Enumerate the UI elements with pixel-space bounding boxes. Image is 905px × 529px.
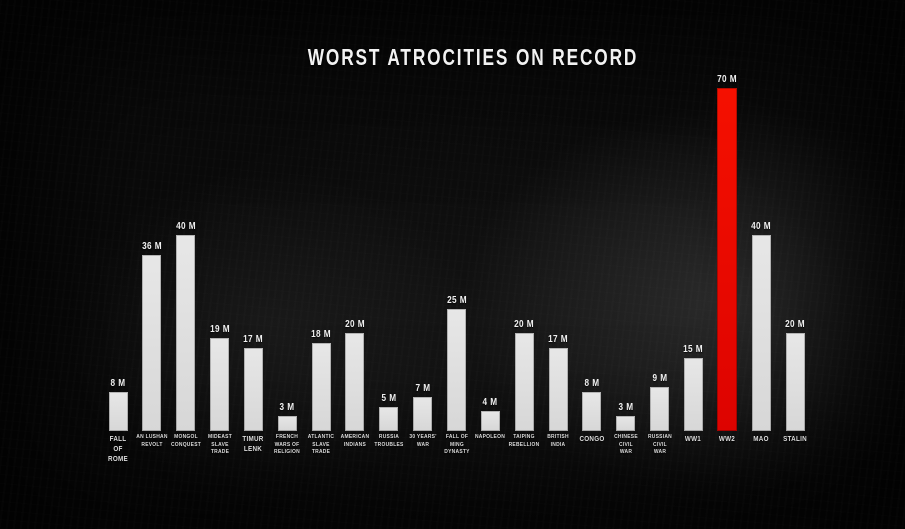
bar-category-label-russian-civil-war: RUSSIAN CIVIL WAR <box>647 434 672 456</box>
bar-value-label-russian-civil-war: 9 M <box>652 372 668 384</box>
bar-ww1 <box>683 357 703 431</box>
bar-russian-civil-war <box>650 386 670 431</box>
bar-value-label-american-indians: 20 M <box>345 319 365 330</box>
bar-value-label-chinese-civil-war: 3 M <box>618 402 634 414</box>
bar-chinese-civil-war <box>616 416 636 431</box>
bar-value-label-mideast-slave-trade: 19 M <box>209 323 230 335</box>
bar-value-label-french-wars-of-religion: 3 M <box>279 402 295 414</box>
bar-category-label-fall-of-ming-dynasty: FALL OF MING DYNASTY <box>443 434 470 456</box>
bar-stalin <box>785 333 805 431</box>
chart-title: WORST ATROCITIES ON RECORD <box>307 44 639 70</box>
bar-value-label-ww1: 15 M <box>683 343 704 355</box>
bar-category-label-congo: CONGO <box>579 434 605 443</box>
bar-category-label-30-years-war: 30 YEARS' WAR <box>408 434 437 448</box>
bar-category-label-mongol-conquest: MONGOL CONQUEST <box>170 434 201 448</box>
bar-fall-of-ming-dynasty <box>447 308 466 431</box>
bar-french-wars-of-religion <box>277 416 297 431</box>
bar-fall-of-rome <box>108 391 128 431</box>
bar-category-label-british-india: BRITISH INDIA <box>547 434 569 448</box>
bar-category-label-american-indians: AMERICAN INDIANS <box>340 434 370 448</box>
bar-category-label-atlantic-slave-trade: ATLANTIC SLAVE TRADE <box>307 434 335 456</box>
bar-ww2 <box>717 88 738 431</box>
bar-value-label-russia-troubles: 5 M <box>381 392 397 404</box>
bar-an-lushan-revolt <box>142 254 162 431</box>
bar-category-label-fall-of-rome: FALL OF ROME <box>108 434 128 463</box>
bar-value-label-an-lushan-revolt: 36 M <box>141 240 162 252</box>
bar-category-label-french-wars-of-religion: FRENCH WARS OF RELIGION <box>274 434 301 456</box>
bar-value-label-30-years-war: 7 M <box>415 382 431 394</box>
bar-value-label-timur-lenk: 17 M <box>243 333 264 345</box>
bar-mongol-conquest <box>176 235 196 431</box>
bar-british-india <box>548 347 568 431</box>
bar-mao <box>751 235 771 431</box>
bar-value-label-atlantic-slave-trade: 18 M <box>311 328 332 340</box>
bar-30-years-war <box>413 396 433 431</box>
bar-category-label-an-lushan-revolt: AN LUSHAN REVOLT <box>136 434 168 448</box>
bar-category-label-taiping-rebellion: TAIPING REBELLION <box>508 434 540 448</box>
bar-timur-lenk <box>243 347 263 431</box>
bar-category-label-mao: MAO <box>753 434 769 443</box>
bar-value-label-stalin: 20 M <box>785 319 805 330</box>
bar-napoleon <box>480 411 500 431</box>
bar-mideast-slave-trade <box>210 337 230 431</box>
bar-value-label-ww2: 70 M <box>717 74 738 85</box>
bar-value-label-congo: 8 M <box>584 377 600 389</box>
bar-taiping-rebellion <box>514 333 534 431</box>
bar-value-label-fall-of-ming-dynasty: 25 M <box>446 294 467 306</box>
bar-category-label-mideast-slave-trade: MIDEAST SLAVE TRADE <box>207 434 232 456</box>
bar-value-label-british-india: 17 M <box>548 333 568 345</box>
bar-category-label-ww2: WW2 <box>719 434 736 443</box>
bar-american-indians <box>345 333 365 431</box>
bar-category-label-chinese-civil-war: CHINESE CIVIL WAR <box>613 434 638 456</box>
bar-value-label-mongol-conquest: 40 M <box>175 221 196 232</box>
bar-value-label-taiping-rebellion: 20 M <box>514 319 535 330</box>
bar-congo <box>582 391 602 431</box>
bar-value-label-fall-of-rome: 8 M <box>110 377 126 389</box>
bar-category-label-timur-lenk: TIMUR LENK <box>242 434 264 453</box>
bar-value-label-mao: 40 M <box>751 221 772 232</box>
bar-category-label-stalin: STALIN <box>783 434 807 443</box>
bar-category-label-ww1: WW1 <box>685 434 702 443</box>
bar-atlantic-slave-trade <box>311 342 331 431</box>
bar-russia-troubles <box>379 406 399 431</box>
bar-category-label-russia-troubles: RUSSIA TROUBLES <box>374 434 404 448</box>
bar-category-label-napoleon: NAPOLEON <box>475 434 506 440</box>
bar-value-label-napoleon: 4 M <box>482 397 498 409</box>
